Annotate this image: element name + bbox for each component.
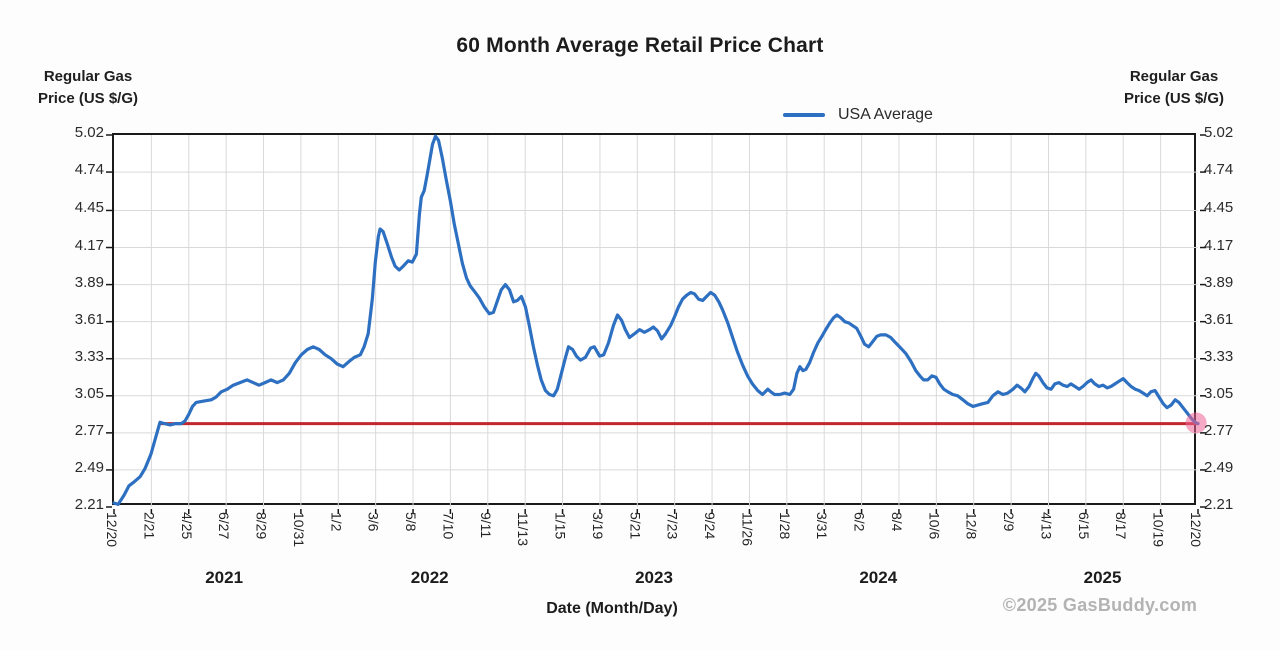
y-tick-label: 4.74 [1204, 161, 1234, 179]
x-tick-label: 5/8 [403, 512, 420, 532]
y-axis-title-left: Regular Gas Price (US $/G) [8, 66, 168, 110]
x-tick-label: 5/21 [627, 512, 644, 540]
y-tick-label: 2.21 [1204, 496, 1234, 513]
y-tick-label: 3.33 [74, 347, 104, 365]
y-tick-label: 3.05 [74, 384, 104, 402]
y-tick-label: 4.45 [74, 199, 104, 217]
y-axis-title-right-line1: Regular Gas [1129, 68, 1219, 85]
x-tick-label: 3/19 [589, 512, 606, 540]
legend-line-swatch [783, 113, 825, 117]
y-tick-label: 5.02 [1204, 124, 1234, 141]
x-tick-label: 12/20 [104, 512, 120, 548]
year-label: 2025 [1083, 568, 1122, 587]
x-axis-title: Date (Month/Day) [546, 600, 678, 617]
x-tick-label: 3/6 [365, 512, 382, 532]
y-tick-label: 4.45 [1204, 199, 1234, 217]
x-tick-label: 4/25 [178, 512, 195, 540]
x-tick-label: 6/27 [216, 512, 233, 540]
x-tick-label: 4/13 [1038, 512, 1055, 540]
x-tick-label: 9/11 [477, 512, 494, 539]
chart-title: 60 Month Average Retail Price Chart [456, 34, 824, 57]
x-tick-label: 8/17 [1113, 512, 1130, 540]
x-tick-label: 11/26 [739, 512, 756, 546]
x-tick-label: 1/2 [328, 512, 345, 532]
x-tick-label: 2/21 [141, 512, 158, 540]
y-axis-title-right-line2: Price (US $/G) [1123, 90, 1225, 107]
y-tick-label: 2.49 [74, 458, 104, 476]
x-tick-label: 1/28 [776, 512, 793, 540]
x-tick-label: 6/2 [851, 512, 868, 532]
x-tick-label: 11/13 [515, 512, 532, 546]
x-tick-label: 10/31 [290, 512, 307, 548]
latest-price-marker [1185, 412, 1207, 434]
x-tick-label: 8/4 [888, 512, 905, 532]
y-tick-label: 2.21 [74, 496, 104, 513]
x-tick-label: 8/29 [253, 512, 270, 540]
x-tick-label: 1/15 [552, 512, 569, 540]
x-tick-label: 9/24 [702, 512, 719, 540]
price-line-chart [106, 134, 1207, 514]
legend-label: USA Average [838, 106, 933, 123]
year-label: 2023 [635, 568, 673, 587]
y-tick-label: 5.02 [74, 124, 104, 141]
x-tick-label: 10/19 [1150, 512, 1167, 548]
x-tick-label: 10/6 [926, 512, 943, 540]
y-tick-label: 3.89 [74, 273, 104, 291]
y-tick-label: 2.49 [1204, 458, 1234, 476]
y-tick-label: 4.17 [1204, 236, 1234, 254]
y-axis-title-left-line2: Price (US $/G) [37, 90, 139, 107]
x-tick-label: 2/9 [1001, 512, 1018, 532]
y-axis-title-right: Regular Gas Price (US $/G) [1094, 66, 1254, 110]
x-tick-label: 12/20 [1188, 512, 1204, 548]
y-tick-label: 3.61 [1204, 310, 1234, 328]
x-tick-label: 3/31 [814, 512, 831, 540]
year-label: 2022 [410, 568, 449, 587]
y-tick-label: 4.74 [74, 161, 104, 179]
x-tick-label: 7/10 [440, 512, 457, 540]
x-tick-label: 12/8 [963, 512, 980, 540]
year-label: 2024 [859, 568, 898, 587]
y-tick-label: 3.33 [1204, 347, 1234, 365]
y-tick-label: 2.77 [1204, 421, 1234, 439]
y-tick-label: 2.77 [74, 421, 104, 439]
y-axis-title-left-line1: Regular Gas [43, 68, 133, 85]
legend: USA Average [783, 106, 933, 124]
usa-average-price-line [112, 134, 1200, 506]
gasbuddy-watermark: ©2025 GasBuddy.com [1002, 595, 1198, 615]
y-tick-label: 3.89 [1204, 273, 1234, 291]
x-tick-label: 6/15 [1075, 512, 1092, 540]
plot-area [106, 133, 1207, 514]
y-tick-label: 3.05 [1204, 384, 1234, 402]
y-tick-label: 4.17 [74, 236, 104, 254]
x-tick-label: 7/23 [664, 512, 681, 540]
year-label: 2021 [205, 568, 244, 587]
y-tick-label: 3.61 [74, 310, 104, 328]
